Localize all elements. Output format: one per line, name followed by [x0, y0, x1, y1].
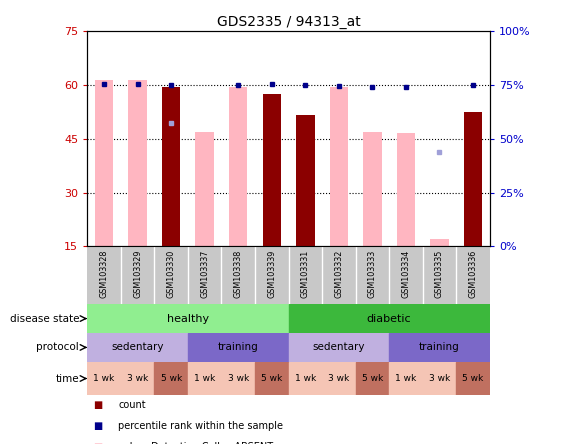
Bar [329, 87, 348, 246]
Text: GSM103330: GSM103330 [167, 250, 176, 297]
Text: healthy: healthy [167, 313, 209, 324]
Bar [128, 79, 147, 246]
Bar [121, 362, 154, 395]
Bar [87, 246, 121, 304]
Text: 3 wk: 3 wk [227, 374, 249, 383]
Bar [322, 362, 356, 395]
Text: 5 wk: 5 wk [261, 374, 283, 383]
Text: GSM103331: GSM103331 [301, 250, 310, 297]
Text: GSM103335: GSM103335 [435, 250, 444, 297]
Text: diabetic: diabetic [367, 313, 412, 324]
Text: 5 wk: 5 wk [160, 374, 182, 383]
Bar [363, 131, 382, 246]
Text: GSM103332: GSM103332 [334, 250, 343, 297]
Text: training: training [218, 342, 258, 353]
Bar [289, 362, 322, 395]
Bar [456, 246, 490, 304]
Title: GDS2335 / 94313_at: GDS2335 / 94313_at [217, 15, 360, 29]
Bar [389, 246, 423, 304]
Bar [389, 362, 423, 395]
Text: GSM103339: GSM103339 [267, 250, 276, 297]
Text: 1 wk: 1 wk [294, 374, 316, 383]
Text: 5 wk: 5 wk [362, 374, 383, 383]
Text: GSM103329: GSM103329 [133, 250, 142, 298]
Bar [221, 362, 255, 395]
Bar [389, 333, 490, 362]
Bar [289, 333, 389, 362]
Bar [464, 112, 482, 246]
Text: GSM103333: GSM103333 [368, 250, 377, 297]
Bar [162, 87, 180, 246]
Bar [423, 246, 456, 304]
Text: ■: ■ [93, 421, 102, 431]
Text: GSM103336: GSM103336 [468, 250, 477, 297]
Bar [195, 131, 214, 246]
Bar [430, 239, 449, 246]
Text: disease state: disease state [10, 313, 79, 324]
Text: sedentary: sedentary [111, 342, 164, 353]
Bar [188, 246, 221, 304]
Bar [121, 246, 154, 304]
Bar [296, 115, 315, 246]
Text: GSM103338: GSM103338 [234, 250, 243, 297]
Bar [356, 246, 389, 304]
Bar [423, 362, 456, 395]
Text: 1 wk: 1 wk [395, 374, 417, 383]
Text: 5 wk: 5 wk [462, 374, 484, 383]
Text: 1 wk: 1 wk [93, 374, 115, 383]
Bar [154, 362, 188, 395]
Text: 3 wk: 3 wk [127, 374, 148, 383]
Bar [95, 79, 113, 246]
Text: ■: ■ [93, 400, 102, 410]
Bar [188, 362, 221, 395]
Bar [356, 362, 389, 395]
Text: GSM103328: GSM103328 [100, 250, 109, 297]
Text: time: time [56, 373, 79, 384]
Bar [289, 246, 322, 304]
Bar [188, 333, 289, 362]
Bar [87, 333, 188, 362]
Text: 1 wk: 1 wk [194, 374, 215, 383]
Bar [87, 362, 121, 395]
Text: protocol: protocol [37, 342, 79, 353]
Text: percentile rank within the sample: percentile rank within the sample [118, 421, 283, 431]
Text: 3 wk: 3 wk [429, 374, 450, 383]
Bar [322, 246, 356, 304]
Text: GSM103337: GSM103337 [200, 250, 209, 297]
Bar [289, 304, 490, 333]
Bar [229, 87, 248, 246]
Bar [154, 246, 188, 304]
Bar [262, 94, 281, 246]
Bar [255, 362, 289, 395]
Text: sedentary: sedentary [312, 342, 365, 353]
Text: 3 wk: 3 wk [328, 374, 350, 383]
Text: training: training [419, 342, 460, 353]
Text: GSM103334: GSM103334 [401, 250, 410, 297]
Bar [456, 362, 490, 395]
Bar [221, 246, 255, 304]
Bar [87, 304, 289, 333]
Text: count: count [118, 400, 146, 410]
Bar [255, 246, 289, 304]
Text: value, Detection Call = ABSENT: value, Detection Call = ABSENT [118, 442, 274, 444]
Text: ■: ■ [93, 442, 102, 444]
Bar [397, 133, 415, 246]
